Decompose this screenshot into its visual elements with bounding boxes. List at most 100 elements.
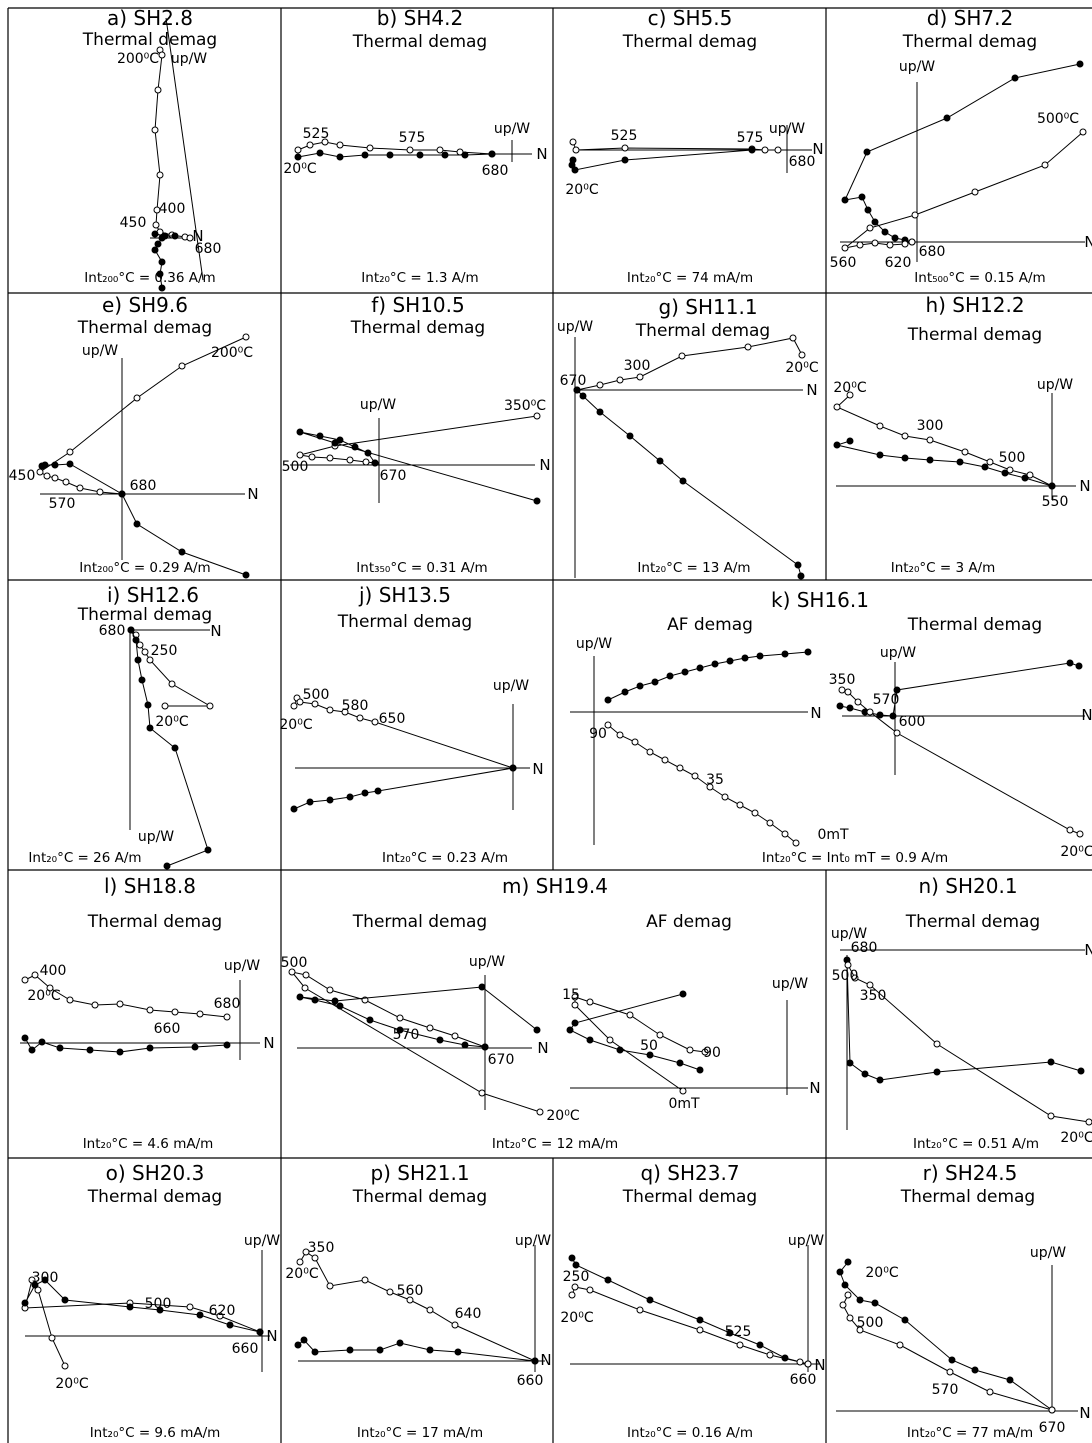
axis-label-north: N [806,381,817,399]
filled-data-point [56,1044,64,1052]
step-label: 35 [706,772,724,788]
step-label: 500 [832,968,859,984]
axis-label-north: N [247,485,258,503]
filled-data-point [21,1034,29,1042]
open-data-point [636,373,644,381]
open-data-point [141,648,149,656]
open-data-point [893,729,901,737]
open-data-point [871,239,879,247]
filled-data-point [316,432,324,440]
axis-label-up-w: up/W [224,958,260,974]
filled-data-point [841,196,849,204]
step-label: 620 [209,1303,236,1319]
filled-data-point [133,520,141,528]
filled-data-point [191,1043,199,1051]
filled-data-point [316,149,324,157]
filled-data-point [646,1296,654,1304]
filled-data-point [858,193,866,201]
open-data-point [302,1248,310,1256]
axis-label-up-w: up/W [493,678,529,694]
filled-data-point [971,1366,979,1374]
open-data-point [876,422,884,430]
open-data-point [158,51,166,59]
open-data-point [186,234,194,242]
filled-data-point [846,704,854,712]
filled-data-point [616,1046,624,1054]
open-data-point [701,1048,709,1056]
open-data-point [533,412,541,420]
filled-data-point [726,657,734,665]
step-label: 400 [159,201,186,217]
open-data-point [478,1089,486,1097]
open-data-point [168,680,176,688]
open-data-point [294,146,302,154]
panel-intensity: Int₂₀°C = 17 mA/m [357,1425,483,1441]
axis-label-up-w: up/W [899,59,935,75]
open-data-point [774,146,782,154]
open-data-point [851,974,859,982]
open-data-point [66,996,74,1004]
filled-data-point [154,240,162,248]
filled-data-point [290,805,298,813]
open-data-point [781,830,789,838]
filled-data-point [311,1348,319,1356]
step-label: 20⁰C [865,1265,898,1281]
data-series [21,46,1092,1414]
open-data-point [571,993,579,1001]
open-data-point [572,146,580,154]
open-data-point [792,839,800,847]
step-label: 680 [195,241,222,257]
panel-method: Thermal demag [337,612,472,632]
open-data-point [31,971,39,979]
step-label: 570 [49,496,76,512]
filled-data-point [364,449,372,457]
filled-data-point [118,490,126,498]
filled-data-point [863,148,871,156]
filled-data-point [156,270,164,278]
axis-label-up-w: up/W [469,954,505,970]
axis-label-up-w: up/W [1037,377,1073,393]
panel-title: q) SH23.7 [640,1161,739,1185]
step-label: 0mT [817,827,849,843]
open-data-point [804,1360,812,1368]
filled-data-point [841,1281,849,1289]
step-label: 680 [789,154,816,170]
filled-data-point [794,561,802,569]
filled-data-point [573,386,581,394]
open-data-point [536,1108,544,1116]
filled-data-point [336,1002,344,1010]
step-label: 500 [999,450,1026,466]
panel-method: Thermal demag [907,325,1042,345]
open-data-point [1047,1112,1055,1120]
panel-intensity: Int₂₀°C = 26 A/m [28,850,141,866]
open-data-point [76,484,84,492]
panel-intensity: Int₂₀°C = 12 mA/m [492,1136,618,1152]
open-data-point [926,436,934,444]
step-label: 400 [40,963,67,979]
filled-data-point [756,652,764,660]
filled-data-point [533,497,541,505]
panel-title: k) SH16.1 [771,588,869,612]
filled-data-point [294,1341,302,1349]
filled-data-point [134,656,142,664]
open-data-point [901,432,909,440]
filled-data-point [856,1296,864,1304]
filled-data-point [171,232,179,240]
open-data-point [616,376,624,384]
filled-data-point [948,1356,956,1364]
filled-data-point [371,459,379,467]
filled-data-point [331,439,339,447]
filled-data-point [38,1038,46,1046]
step-label: 500 [303,687,330,703]
filled-data-point [361,789,369,797]
horizontal-projection-line [571,1257,809,1365]
axis-label-north: N [1084,941,1092,959]
filled-data-point [132,636,140,644]
open-data-point [846,1314,854,1322]
axis-label-north: N [1079,1404,1090,1422]
filled-data-point [981,463,989,471]
filled-data-point [158,284,166,292]
vertical-projection-line [299,1251,536,1362]
filled-data-point [1006,1376,1014,1384]
vertical-projection-line [844,131,1084,249]
